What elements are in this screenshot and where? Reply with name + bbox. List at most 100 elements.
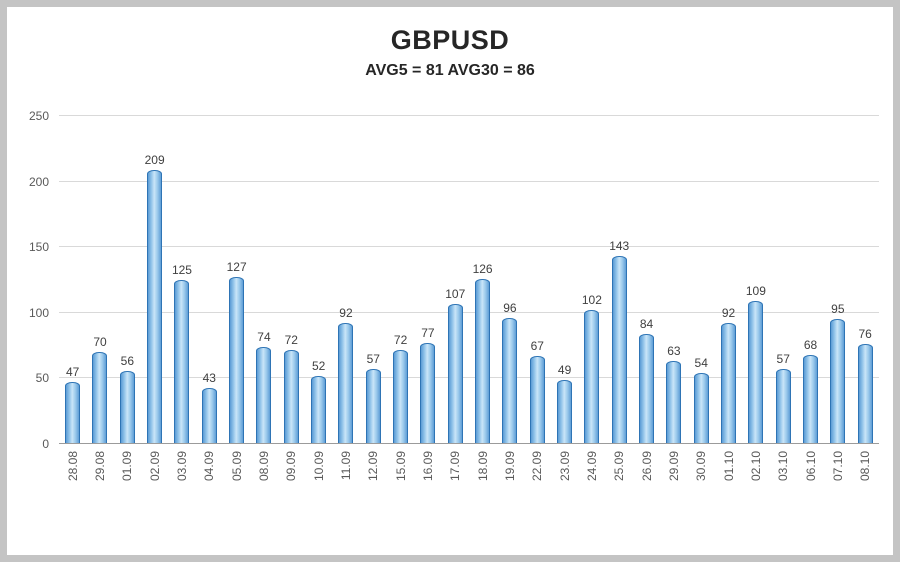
x-axis-slot: 06.10 [797,444,824,506]
x-axis-slot: 03.10 [770,444,797,506]
bar-value-label: 57 [776,352,790,367]
bar-slot: 77 [414,116,441,444]
bar-28.08 [65,382,81,444]
bar-29.08 [92,352,108,444]
x-axis-slot: 25.09 [606,444,633,506]
y-axis: 0 50 100 150 200 250 [7,110,59,450]
gridline-150 [59,246,879,248]
bar-slot: 57 [360,116,387,444]
bar-slot: 68 [797,116,824,444]
bar-value-label: 84 [639,316,654,331]
bar-value-label: 67 [530,339,544,354]
bar-04.09 [201,387,217,444]
gridline-50 [59,377,879,379]
gridline-250 [59,115,879,116]
x-axis-slot: 08.09 [250,444,277,506]
x-axis-tick-label: 11.09 [338,451,353,481]
bar-slot: 52 [305,116,332,444]
bar-slot: 125 [168,116,195,444]
x-axis-slot: 15.09 [387,444,414,506]
bar-03.09 [174,280,190,444]
bar-slot: 76 [852,116,879,444]
x-axis-slot: 28.08 [59,444,86,506]
bar-slot: 209 [141,116,168,444]
x-axis-tick-label: 29.09 [666,451,681,482]
chart-subtitle: AVG5 = 81 AVG30 = 86 [365,62,535,79]
x-axis-slot: 17.09 [442,444,469,506]
x-axis-slot: 24.09 [578,444,605,506]
bar-29.09 [666,361,682,444]
x-axis-tick-label: 01.09 [120,451,135,482]
bar-08.10 [857,344,873,444]
plot-wrap: 0 50 100 150 200 250 47 70 56 209 125 43 127 74 72 52 9… [7,110,893,450]
bar-value-label: 68 [803,337,818,352]
bar-value-label: 49 [557,362,572,377]
bar-slot: 102 [578,116,605,444]
x-axis-slot: 29.09 [660,444,687,506]
bar-value-label: 76 [858,327,872,342]
x-axis-tick-label: 02.09 [147,451,162,482]
x-axis-slot: 02.10 [742,444,769,506]
x-axis-tick-label: 05.09 [229,451,244,482]
bar-value-label: 74 [257,329,271,344]
x-axis-tick-label: 01.10 [721,451,736,482]
bar-slot: 43 [196,116,223,444]
bar-02.09 [147,169,163,444]
bar-slot: 67 [524,116,551,444]
bar-10.09 [311,375,327,444]
bar-value-label: 72 [284,332,298,347]
bar-value-label: 47 [65,365,80,380]
bar-value-label: 56 [120,353,134,368]
bar-slot: 57 [770,116,797,444]
bar-value-label: 125 [171,263,192,277]
bar-value-label: 54 [694,356,708,371]
x-axis: 28.08 29.08 01.09 02.09 03.09 04.09 05.09 08.09… [59,444,879,506]
x-axis-slot: 12.09 [360,444,387,506]
x-axis-tick-label: 24.09 [584,451,599,482]
x-axis-slot: 01.10 [715,444,742,506]
bar-06.10 [803,354,819,444]
y-axis-tick-label: 150 [28,240,49,255]
bar-slot: 126 [469,116,496,444]
x-axis-slot: 10.09 [305,444,332,506]
bar-03.10 [775,369,791,444]
x-axis-slot: 07.10 [824,444,851,506]
bar-value-label: 102 [581,293,602,308]
bar-slot: 95 [824,116,851,444]
bar-18.09 [475,278,491,444]
bar-slot: 72 [278,116,305,444]
bar-slot: 47 [59,116,86,444]
x-axis-slot: 22.09 [524,444,551,506]
x-axis-slot: 29.08 [86,444,113,506]
bar-19.09 [502,318,518,444]
bar-value-label: 63 [667,344,681,359]
bar-slot: 74 [250,116,277,444]
bar-25.09 [611,256,627,444]
bar-slot: 107 [442,116,469,444]
x-axis-tick-label: 23.09 [557,451,572,482]
bar-16.09 [420,342,436,444]
x-axis-tick-label: 26.09 [639,451,654,482]
bar-value-label: 143 [609,239,630,254]
bar-series: 47 70 56 209 125 43 127 74 72 52 92 57 72 77 107 126 96 6… [59,116,879,444]
x-axis-tick-label: 04.09 [202,451,217,482]
bar-value-label: 77 [421,325,435,340]
bar-value-label: 209 [144,152,165,167]
bar-23.09 [557,379,573,444]
x-axis-tick-label: 02.10 [748,451,763,482]
bar-02.10 [748,301,764,444]
x-axis-slot: 23.09 [551,444,578,506]
bar-value-label: 43 [202,370,216,385]
x-axis-tick-label: 06.10 [803,451,818,482]
x-axis-tick-label: 29.08 [92,451,107,482]
bar-17.09 [447,303,463,444]
bar-value-label: 126 [472,261,493,276]
y-axis-tick-label: 0 [42,437,49,451]
bar-slot: 127 [223,116,250,444]
x-axis-tick-label: 19.09 [502,451,517,482]
gridline-100 [59,311,879,313]
bar-value-label: 92 [339,306,353,321]
bar-01.10 [721,323,737,444]
bar-slot: 70 [86,116,113,444]
bar-slot: 63 [660,116,687,444]
